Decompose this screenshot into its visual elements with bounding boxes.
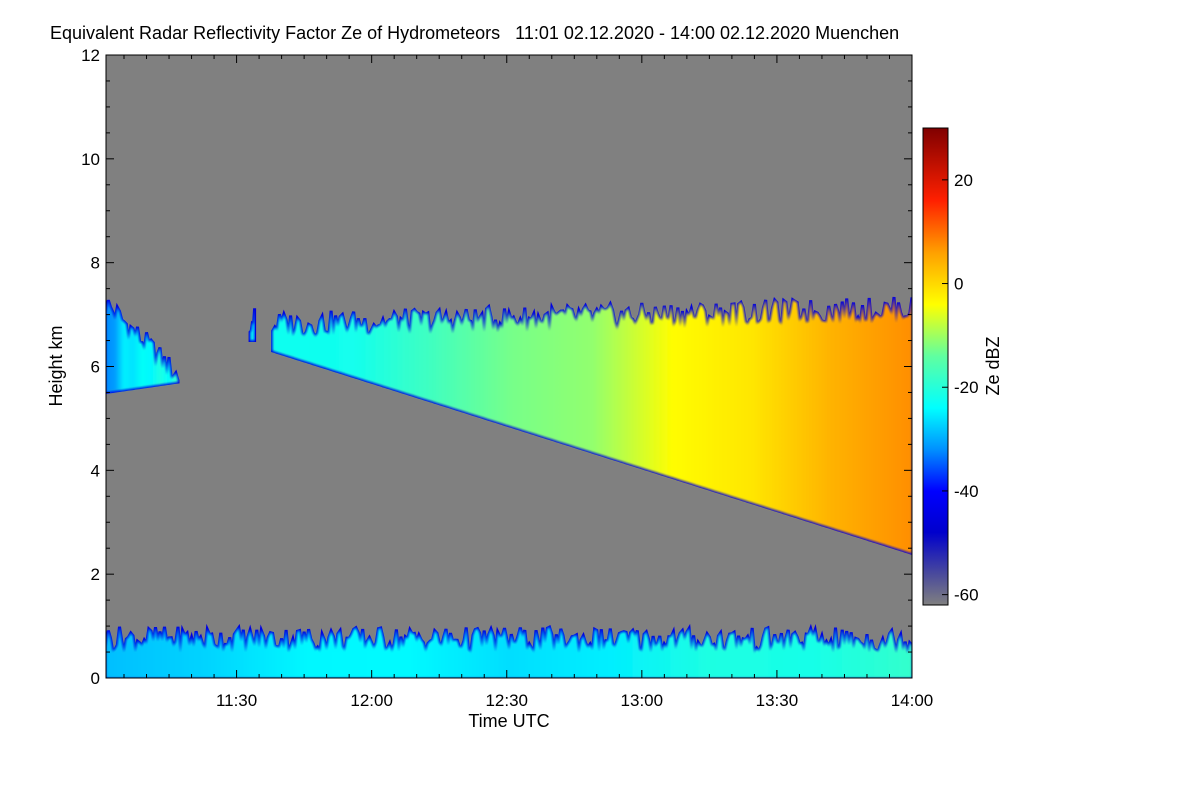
colorbar-tick-label: -40 [954,482,979,501]
x-tick-label: 12:30 [485,691,528,710]
y-axis-label: Height km [46,325,66,406]
x-tick-label: 13:00 [621,691,664,710]
colorbar-label: Ze dBZ [983,336,1003,395]
echo-region [106,623,912,678]
x-tick-label: 14:00 [891,691,934,710]
echo-fill [250,308,255,341]
colorbar-tick-label: 0 [954,275,963,294]
echo-region [271,296,912,555]
colorbar-ticks: 20 0 -20 -40 -60 [942,171,979,605]
y-tick-label: 10 [81,150,100,169]
x-tick-label: 13:30 [756,691,799,710]
y-tick-label: 6 [91,358,100,377]
chart-title: Equivalent Radar Reflectivity Factor Ze … [50,23,899,43]
colorbar-tick-label: -60 [954,586,979,605]
colorbar-tick-label: -20 [954,378,979,397]
y-axis: 0 2 4 6 8 10 12 [81,46,912,688]
y-tick-label: 12 [81,46,100,65]
echo-fill [272,297,912,554]
echo-fill [106,300,178,393]
x-axis: 11:30 12:00 12:30 13:00 13:30 14:00 [123,55,934,710]
y-tick-label: 8 [91,254,100,273]
echo-fill [106,626,912,678]
x-tick-label: 12:00 [350,691,393,710]
y-tick-label: 2 [91,565,100,584]
colorbar [922,127,949,606]
colorbar-tick-label: 20 [954,171,973,190]
y-tick-label: 0 [91,669,100,688]
echo-regions [106,296,912,678]
echo-region [106,299,180,395]
x-tick-label: 11:30 [216,691,257,710]
echo-region [248,308,257,342]
x-axis-label: Time UTC [468,711,549,731]
y-tick-label: 4 [91,461,100,480]
